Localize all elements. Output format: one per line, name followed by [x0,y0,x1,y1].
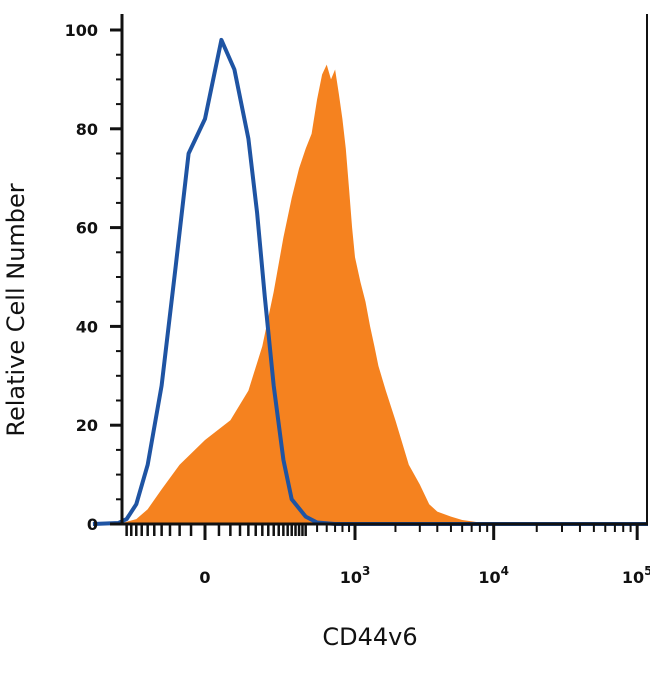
y-tick-label: 20 [76,416,98,435]
x-tick-exponent: 5 [644,564,650,578]
ticks [110,28,639,540]
x-tick-label: 103 [340,564,371,587]
y-tick-label: 0 [87,515,98,534]
x-axis-title: CD44v6 [322,623,417,651]
axes [120,14,648,526]
series-filled-histogram [118,64,649,524]
y-tick-label: 40 [76,317,98,336]
y-axis-title: Relative Cell Number [2,183,30,436]
x-tick-label: 104 [478,564,509,587]
y-tick-label: 60 [76,219,98,238]
x-tick-exponent: 3 [362,564,370,578]
histogram-series [92,37,649,526]
x-tick-label: 0 [199,568,210,587]
x-tick-label: 105 [622,564,650,587]
y-tick-label: 100 [65,21,98,40]
y-tick-label: 80 [76,120,98,139]
x-tick-exponent: 4 [501,564,509,578]
